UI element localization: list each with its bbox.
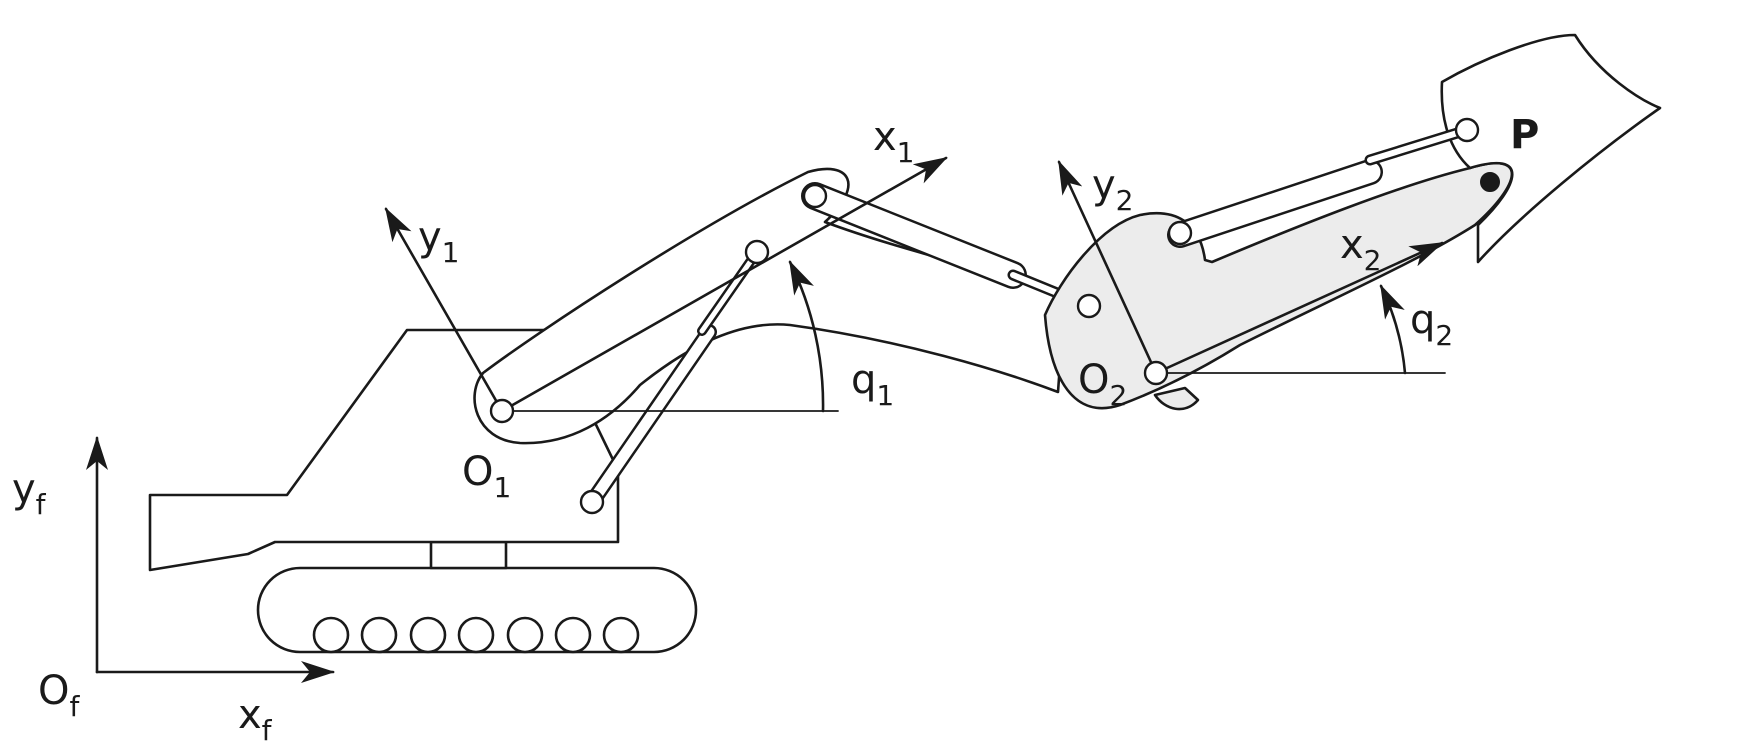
- arm-pivot-pin: [1143, 360, 1169, 386]
- track-roller: [554, 616, 592, 654]
- cylinder-pin: [1076, 293, 1102, 319]
- boom-x-axis-arrow: [500, 156, 948, 413]
- boom-x-label: x1: [873, 114, 915, 169]
- track-roller: [506, 616, 544, 654]
- cylinder-pin: [744, 239, 770, 265]
- point-p-label: P: [1510, 112, 1539, 158]
- boom-frame-axes: [384, 156, 948, 424]
- q2-angle-arc: [1379, 284, 1407, 375]
- boom-y-label: y1: [418, 214, 460, 269]
- boom-origin-label: O1: [462, 449, 511, 504]
- bucket-cylinder: [1076, 117, 1480, 319]
- bucket: [1440, 33, 1662, 264]
- track-roller: [312, 616, 350, 654]
- q2-label: q2: [1410, 297, 1453, 352]
- track-roller: [457, 616, 495, 654]
- cylinder-pin: [802, 183, 828, 209]
- q1-label: q1: [851, 357, 894, 412]
- arm-lug: [1153, 386, 1200, 411]
- arm-x-axis-arrow: [1154, 241, 1444, 375]
- cylinder-pin: [1454, 117, 1480, 143]
- boom-body: [473, 167, 1067, 445]
- arm-y-axis-arrow: [1057, 160, 1158, 375]
- crawler-track: [256, 540, 698, 654]
- base-x-label: xf: [238, 692, 273, 747]
- swing-bearing: [429, 540, 508, 570]
- arm-frame-axes: [1057, 160, 1446, 386]
- track-rollers: [312, 616, 640, 654]
- track-roller: [602, 616, 640, 654]
- bucket-pivot-pin: [1480, 172, 1500, 192]
- base-frame-axes: [86, 436, 335, 683]
- cylinder-pin: [579, 489, 605, 515]
- boom-y-axis-arrow: [384, 207, 504, 413]
- base-origin-label: Of: [38, 668, 80, 723]
- arm-x-label: x2: [1340, 222, 1382, 277]
- arm-origin-label: O2: [1078, 357, 1127, 412]
- track-roller: [409, 616, 447, 654]
- boom-cylinder: [579, 239, 770, 515]
- track-roller: [360, 616, 398, 654]
- arm-y-label: y2: [1092, 162, 1134, 217]
- q1-angle-arc: [788, 260, 825, 413]
- cylinder-pin: [1167, 220, 1193, 246]
- base-y-label: yf: [12, 466, 47, 521]
- boom-pivot-pin: [489, 398, 515, 424]
